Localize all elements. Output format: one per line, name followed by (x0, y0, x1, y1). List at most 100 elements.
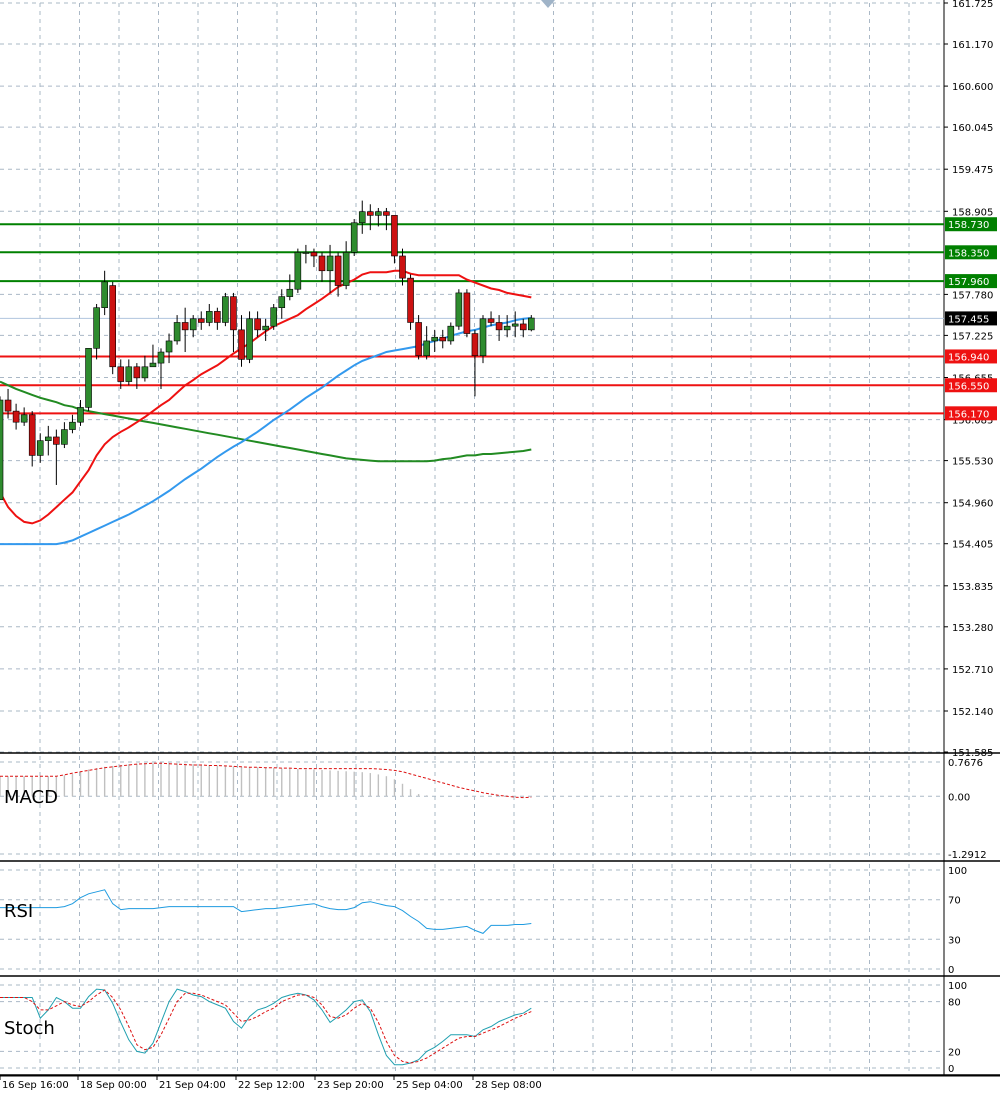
candle-body (206, 311, 213, 323)
current-price-tag (945, 311, 997, 326)
time-tick-label: 22 Sep 12:00 (238, 1080, 305, 1091)
candle-body (125, 366, 133, 382)
rsi-label: RSI (4, 901, 33, 922)
candle-body (439, 336, 447, 342)
candle-body (61, 429, 68, 445)
candle-body (44, 436, 52, 441)
support-level-tag-label: 156.550 (948, 381, 989, 392)
candle-body (527, 317, 535, 331)
price-tick-label: 155.530 (952, 457, 993, 468)
candle-body (495, 322, 503, 331)
candle-body (254, 318, 261, 331)
candle-body (246, 318, 253, 360)
candle-body (463, 292, 471, 334)
candle-body (471, 333, 479, 357)
time-tick-label: 16 Sep 16:00 (2, 1080, 69, 1091)
support-level-tag (945, 378, 997, 393)
support-resistance-layer (0, 223, 944, 415)
rsi-line (0, 889, 532, 934)
rsi-tick-label: 70 (948, 896, 961, 907)
candle-body (350, 222, 358, 253)
candle-body (286, 288, 294, 297)
price-tick-label: 154.405 (952, 540, 993, 551)
candle-body (0, 399, 4, 501)
price-tick-label: 158.905 (952, 207, 993, 218)
candle-body (77, 407, 84, 423)
candle-body (326, 255, 334, 272)
price-tick-label: 152.140 (952, 707, 993, 718)
time-tick-label: 21 Sep 04:00 (159, 1080, 226, 1091)
candle-body (302, 251, 310, 254)
candle-body (262, 325, 269, 331)
candle-body (197, 318, 205, 323)
candle-body (28, 414, 36, 456)
stoch-tick-label: 100 (948, 981, 967, 992)
candle-body (487, 318, 495, 323)
macd-tick-label: 0.7676 (948, 758, 983, 769)
rsi-tick-label: 0 (948, 965, 954, 976)
time-tick-label: 25 Sep 04:00 (396, 1080, 463, 1091)
candle-body (511, 323, 519, 327)
candle-body (12, 410, 20, 423)
candle-body (278, 296, 286, 308)
candle-body (69, 421, 76, 430)
candle-body (238, 329, 245, 360)
price-tick-label: 160.600 (952, 82, 993, 93)
stoch-tick-label: 80 (948, 998, 961, 1009)
candle-body (310, 251, 318, 257)
candle-body (479, 318, 487, 357)
candle-body (141, 366, 149, 379)
candle-body (358, 211, 366, 224)
support-level-tag (945, 349, 997, 364)
candle-body (447, 325, 455, 342)
resistance-level-tag-label: 157.960 (948, 277, 989, 288)
label-layer: MACD RSI Stoch (4, 787, 58, 1039)
support-level-tag (945, 406, 997, 421)
candle-body (53, 436, 60, 445)
stoch-k-line (0, 988, 532, 1066)
candle-body (109, 285, 116, 368)
candle-body (503, 325, 511, 331)
candle-body (407, 277, 414, 323)
candle-body (270, 307, 278, 327)
candle-body (318, 255, 326, 272)
candles-layer (0, 200, 535, 501)
scroll-marker-icon[interactable] (541, 0, 555, 8)
candle-body (222, 296, 229, 323)
price-tick-label: 152.710 (952, 665, 993, 676)
price-tick-label: 159.475 (952, 165, 993, 176)
time-tick-label: 18 Sep 00:00 (80, 1080, 147, 1091)
price-tick-label: 156.085 (952, 416, 993, 427)
pane-frames (0, 0, 1000, 1077)
price-tick-label: 154.960 (952, 499, 993, 510)
time-tick-label: 28 Sep 08:00 (475, 1080, 542, 1091)
candle-body (415, 322, 422, 357)
candle-body (391, 215, 398, 257)
resistance-level-tag (945, 217, 997, 232)
candle-body (4, 399, 12, 412)
current-price-label: 157.455 (948, 314, 989, 325)
candle-body (85, 348, 92, 408)
price-tick-label: 153.835 (952, 582, 993, 593)
price-tick-label: 153.280 (952, 623, 993, 634)
candle-body (214, 311, 221, 323)
stoch-d-line (0, 989, 532, 1064)
candle-body (383, 211, 390, 216)
candle-body (230, 296, 237, 331)
resistance-level-tag (945, 245, 997, 260)
candle-body (157, 351, 165, 364)
price-tick-label: 151.585 (952, 748, 993, 759)
price-tick-label: 161.170 (952, 40, 993, 51)
candle-body (342, 251, 350, 286)
price-tick-label: 160.045 (952, 123, 993, 134)
stoch-tick-label: 20 (948, 1047, 961, 1058)
candle-body (181, 322, 189, 331)
macd-label: MACD (4, 787, 58, 808)
candle-body (399, 255, 406, 279)
candle-body (149, 362, 157, 368)
candle-body (165, 340, 173, 353)
candle-body (93, 307, 100, 349)
candle-body (117, 366, 125, 382)
